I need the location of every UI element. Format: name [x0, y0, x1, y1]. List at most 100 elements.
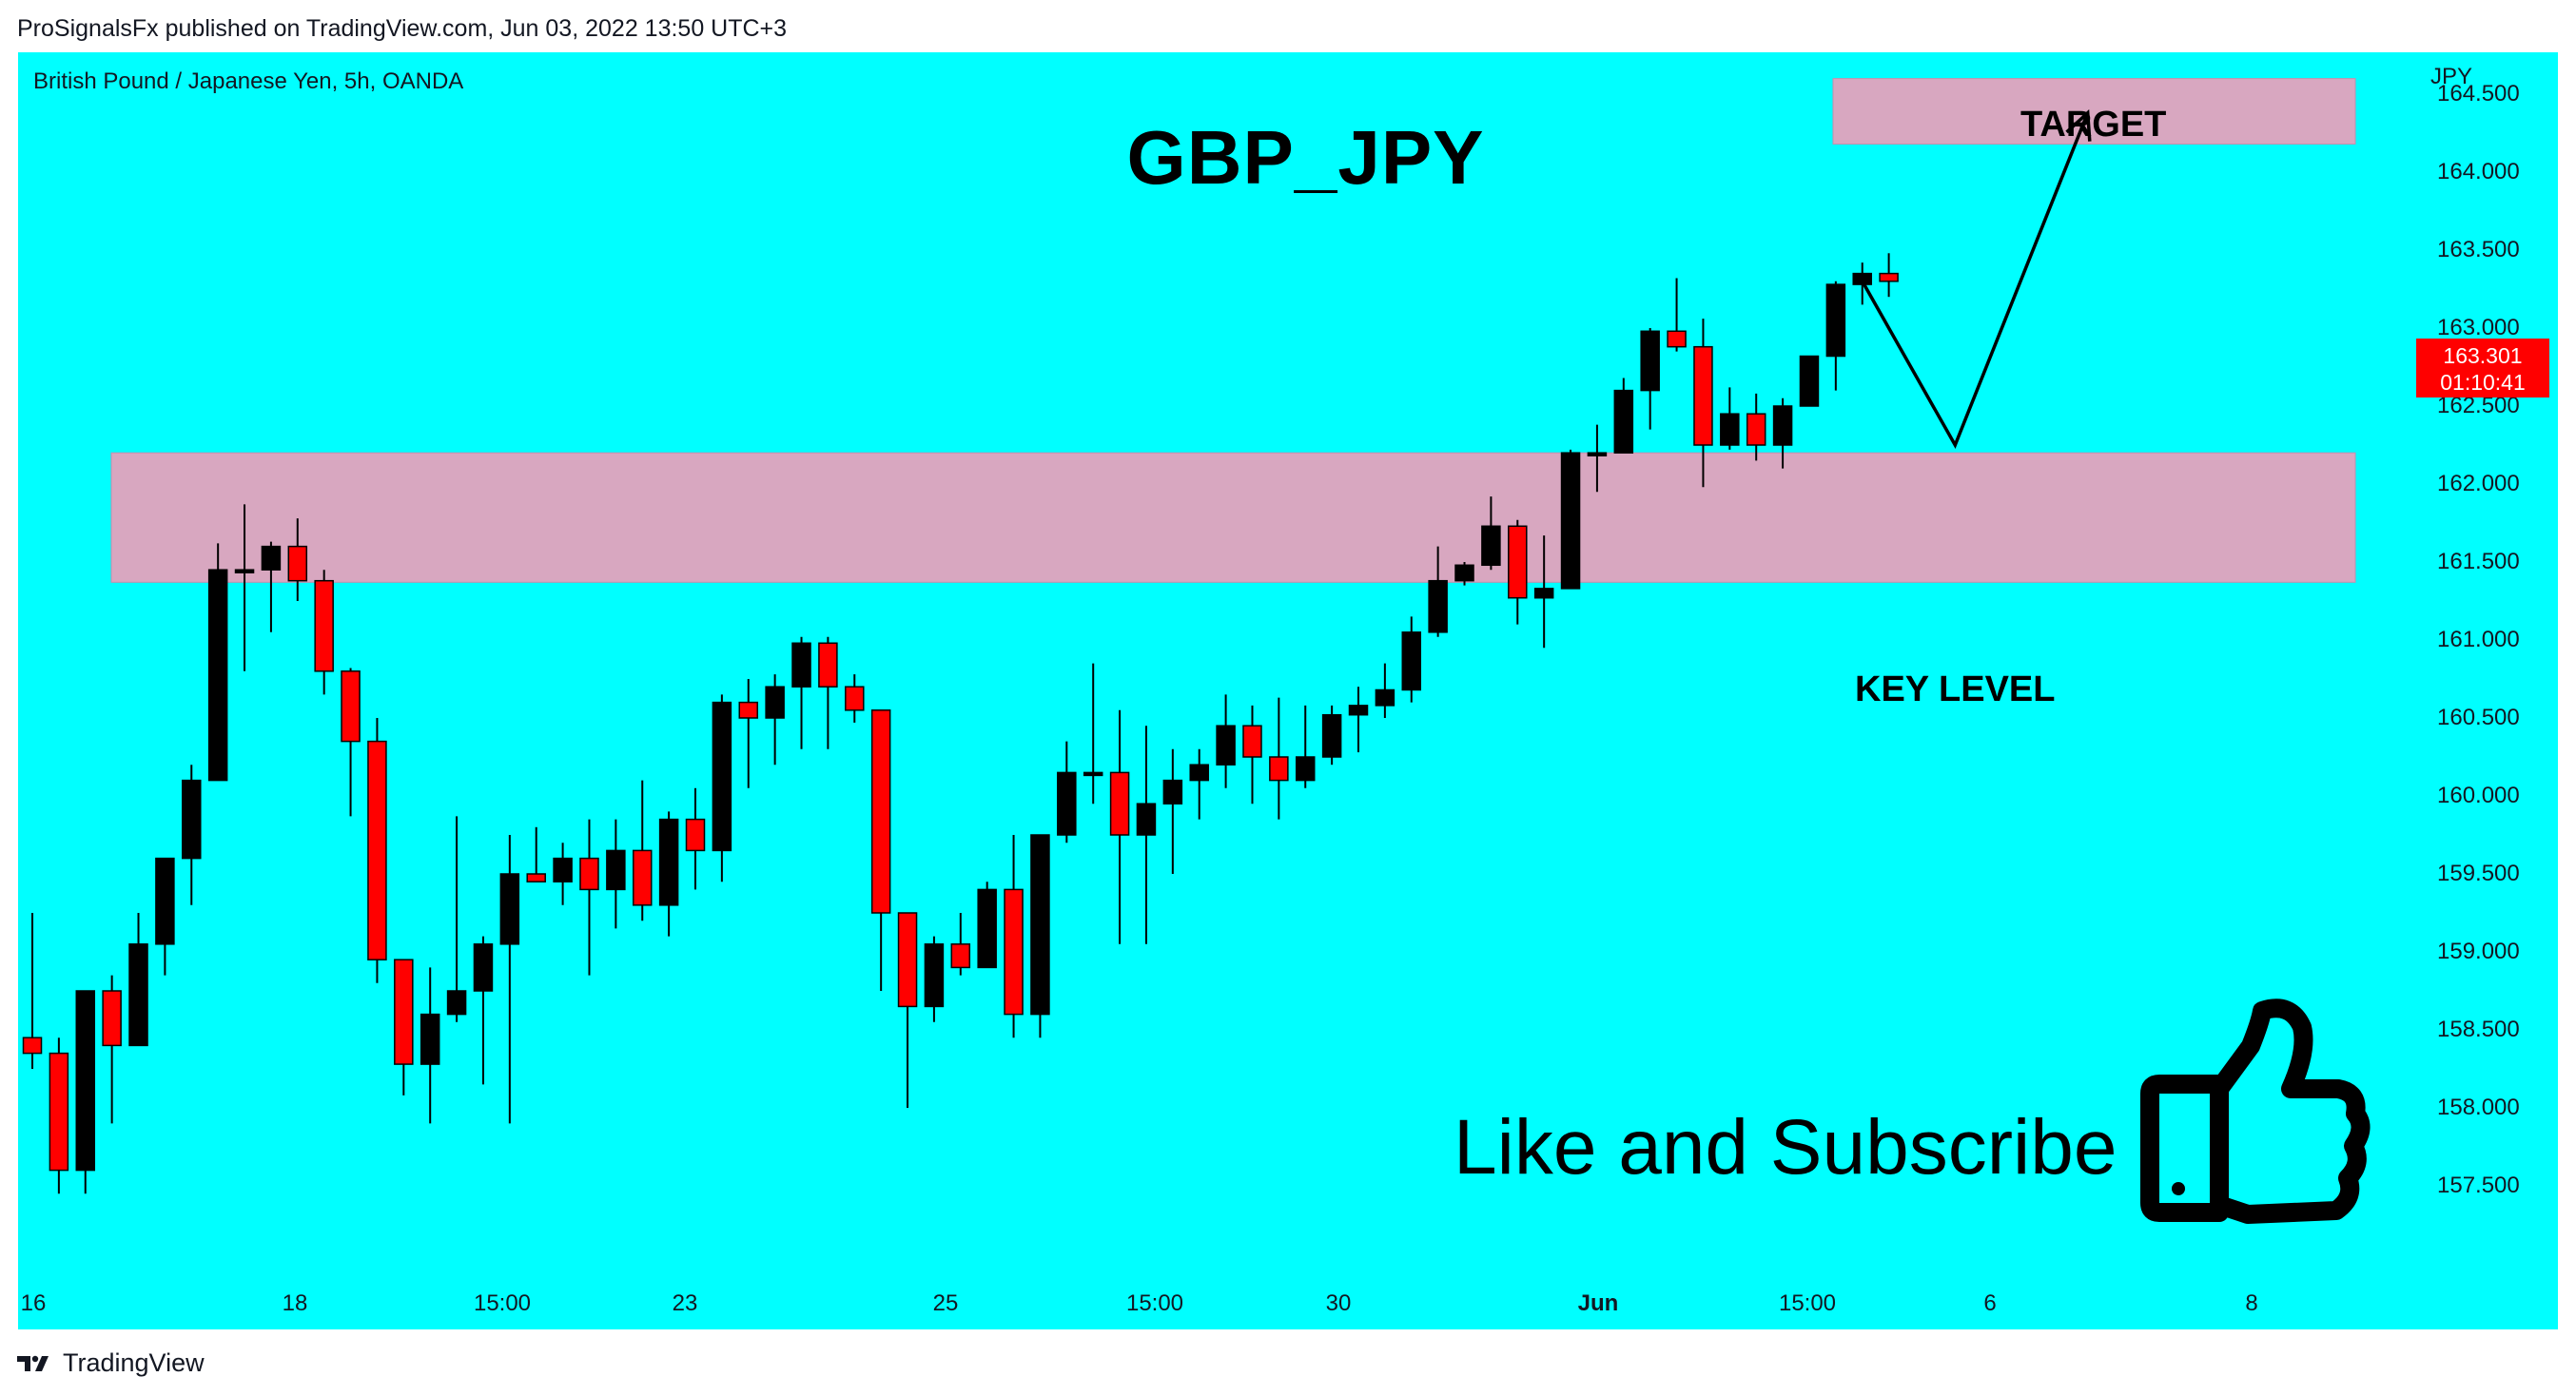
candle[interactable]	[1375, 663, 1395, 718]
candle[interactable]	[155, 857, 175, 976]
candle-body	[712, 701, 732, 852]
candle-body	[128, 943, 148, 1047]
chart-panel[interactable]	[18, 52, 2558, 1329]
candle-body	[75, 990, 96, 1172]
candle-body	[49, 1052, 69, 1172]
candle[interactable]	[606, 819, 626, 929]
candle[interactable]	[287, 518, 308, 601]
bar-countdown: 01:10:41	[2440, 370, 2526, 395]
candle-body	[1746, 413, 1766, 446]
candle[interactable]	[553, 843, 573, 905]
candle-body	[738, 701, 759, 719]
candle[interactable]	[1109, 709, 1130, 944]
candle[interactable]	[499, 835, 520, 1124]
candles-layer	[22, 253, 1899, 1194]
target-zone[interactable]	[1832, 78, 2356, 145]
candle-body	[1772, 405, 1793, 446]
candle[interactable]	[1508, 519, 1528, 625]
candle[interactable]	[420, 967, 440, 1124]
chart-title: GBP_JPY	[1126, 115, 1485, 200]
candle[interactable]	[1772, 397, 1793, 469]
candle[interactable]	[1879, 253, 1899, 298]
candle[interactable]	[473, 936, 494, 1085]
candle[interactable]	[818, 636, 838, 749]
candle[interactable]	[102, 975, 122, 1124]
candle[interactable]	[870, 709, 891, 991]
candle[interactable]	[1083, 663, 1103, 805]
candle[interactable]	[1667, 278, 1687, 352]
candle[interactable]	[765, 674, 785, 766]
candle[interactable]	[526, 826, 546, 882]
candle[interactable]	[977, 882, 997, 969]
candle[interactable]	[1693, 319, 1713, 488]
candle[interactable]	[1587, 424, 1608, 493]
candle[interactable]	[1720, 387, 1740, 450]
candle[interactable]	[897, 912, 918, 1108]
candle[interactable]	[1799, 355, 1820, 407]
candle[interactable]	[924, 936, 945, 1022]
candle[interactable]	[314, 570, 334, 695]
candle[interactable]	[234, 504, 255, 671]
candle[interactable]	[1640, 328, 1660, 430]
candle[interactable]	[261, 541, 282, 632]
candle[interactable]	[1825, 281, 1846, 391]
projection-path[interactable]	[1861, 112, 2090, 450]
candle[interactable]	[75, 990, 96, 1194]
candle[interactable]	[1004, 835, 1024, 1038]
candle[interactable]	[49, 1037, 69, 1194]
candle[interactable]	[1057, 741, 1077, 843]
candle[interactable]	[791, 636, 811, 749]
candle-body	[658, 818, 679, 906]
candle[interactable]	[1401, 616, 1422, 703]
candle[interactable]	[845, 674, 865, 723]
candle[interactable]	[394, 959, 414, 1095]
candle[interactable]	[685, 787, 706, 890]
candle[interactable]	[1295, 705, 1316, 788]
candle[interactable]	[1613, 378, 1634, 454]
candle[interactable]	[1136, 726, 1157, 944]
candle[interactable]	[632, 780, 653, 921]
candle[interactable]	[1560, 449, 1581, 590]
candle[interactable]	[1348, 687, 1369, 753]
price-tick-label: 161.500	[2437, 549, 2520, 574]
candle[interactable]	[1428, 546, 1448, 637]
candle[interactable]	[738, 679, 759, 788]
candle-body	[685, 818, 706, 852]
candle[interactable]	[712, 694, 732, 882]
candle[interactable]	[1242, 705, 1262, 805]
candle[interactable]	[1269, 697, 1289, 820]
candle[interactable]	[1533, 535, 1554, 649]
time-tick-label: Jun	[1577, 1290, 1619, 1316]
candle-body	[526, 873, 546, 882]
time-tick-label: 15:00	[473, 1290, 532, 1316]
candle-body	[1825, 283, 1846, 358]
candle[interactable]	[128, 913, 148, 1047]
candle[interactable]	[1162, 748, 1183, 874]
candle[interactable]	[1481, 496, 1501, 571]
candle[interactable]	[1030, 834, 1050, 1038]
candle[interactable]	[658, 811, 679, 937]
candle[interactable]	[341, 668, 361, 817]
candle[interactable]	[207, 543, 228, 782]
symbol-description: British Pound / Japanese Yen, 5h, OANDA	[33, 68, 464, 94]
candle[interactable]	[1189, 748, 1209, 820]
candle[interactable]	[950, 913, 971, 976]
candle[interactable]	[579, 819, 599, 976]
thumbs-up-icon	[2140, 999, 2371, 1224]
candle[interactable]	[1321, 705, 1342, 766]
time-tick-label: 18	[282, 1290, 308, 1316]
candle[interactable]	[1746, 393, 1766, 461]
price-tick-label: 159.000	[2437, 939, 2520, 964]
candle-body	[1481, 525, 1501, 567]
candle-body	[1375, 688, 1395, 707]
key-level-zone[interactable]	[110, 452, 2356, 583]
candle[interactable]	[446, 816, 467, 1022]
candle[interactable]	[182, 765, 202, 905]
candle[interactable]	[1454, 562, 1474, 586]
price-tick-label: 159.500	[2437, 861, 2520, 886]
candle[interactable]	[22, 913, 43, 1069]
candle[interactable]	[1216, 694, 1236, 788]
candle[interactable]	[367, 718, 387, 983]
candle-body	[394, 959, 414, 1065]
